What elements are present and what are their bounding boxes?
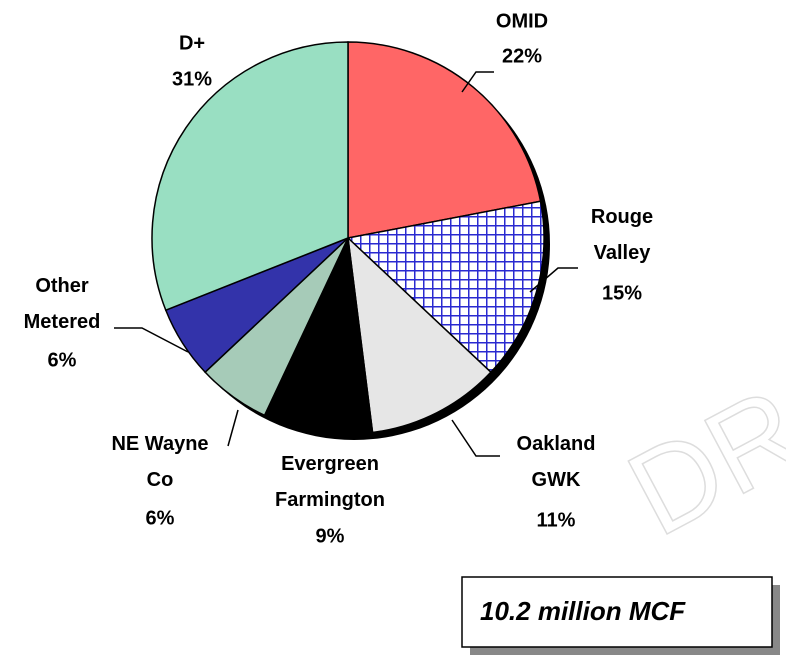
slice-label: OMID [496,10,548,32]
value-label: 11% [537,509,576,531]
watermark: DR [608,362,786,562]
value-label: 31% [172,68,212,90]
value-label: 6% [146,507,175,529]
pie-slice [263,235,374,435]
value-label: 6% [48,349,77,371]
pie-slice [151,41,349,312]
slice-label: Oakland GWK [517,433,596,491]
slice-label: Other Metered [24,275,101,333]
pie [151,41,545,435]
leader-lines [114,71,578,457]
value-label: 22% [502,45,542,67]
slice-label: D+ [179,32,205,54]
value-label: 15% [602,282,642,304]
slice-label: Rouge Valley [591,206,653,264]
pie-slice [346,236,492,434]
value-label: 9% [316,525,345,547]
slice-label: Evergreen Farmington [275,453,385,511]
pie-slice [347,41,542,239]
slice-label: NE Wayne Co [111,433,208,491]
annotation: 10.2 million MCF [480,596,686,626]
pie-slice [346,200,545,374]
annotation-box [461,576,773,648]
